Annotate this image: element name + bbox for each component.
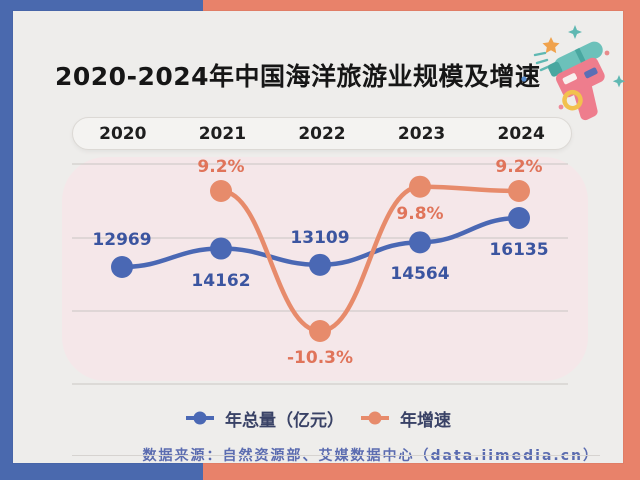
series0-label-2022: 13109 — [290, 227, 350, 248]
series1-label-2021: 9.2% — [197, 157, 245, 177]
legend-marker-growth-icon — [361, 411, 389, 425]
sparkle-icon — [612, 75, 626, 88]
dot-decor — [558, 104, 564, 110]
series1-dot-2024 — [508, 180, 530, 202]
series0-dot-2022 — [309, 253, 331, 276]
year-axis: 2020 2021 2022 2023 2024 — [72, 117, 572, 150]
legend-label-growth: 年增速 — [400, 410, 451, 431]
year-label-2022: 2022 — [298, 123, 346, 144]
series0-label-2020: 12969 — [92, 230, 152, 250]
year-label-2024: 2024 — [497, 123, 545, 144]
series1-label-2023: 9.8% — [396, 203, 444, 224]
year-label-2023: 2023 — [397, 123, 446, 144]
water-gun-icon — [521, 25, 626, 121]
dot-decor — [521, 76, 527, 82]
sparkle-icon — [568, 25, 582, 39]
chart-title: 2020-2024年中国海洋旅游业规模及增速 — [55, 62, 541, 91]
year-label-2020: 2020 — [99, 123, 147, 144]
series0-label-2021: 14162 — [191, 270, 251, 291]
series0-label-2024: 16135 — [489, 240, 549, 260]
line-chart — [72, 163, 568, 385]
series0-dot-2020 — [111, 256, 133, 278]
series0-dot-2023 — [409, 231, 431, 254]
data-source: 数据来源：自然资源部、艾媒数据中心（data.iimedia.cn） — [142, 448, 599, 464]
legend-label-total: 年总量（亿元） — [225, 410, 344, 431]
series0-dot-2024 — [508, 207, 530, 229]
series1-dot-2022 — [309, 320, 331, 343]
bottom-divider — [72, 455, 600, 456]
legend-item-total: 年总量（亿元） — [185, 406, 344, 431]
series-line-1 — [220, 184, 520, 334]
series1-dot-2023 — [409, 175, 431, 198]
series1-label-2024: 9.2% — [495, 157, 543, 177]
series1-label-2022: -10.3% — [286, 348, 354, 368]
series0-dot-2021 — [210, 237, 232, 260]
series0-label-2023: 14564 — [390, 264, 450, 285]
legend-item-growth: 年增速 — [360, 406, 451, 431]
series1-dot-2021 — [210, 180, 232, 202]
water-gun-body — [547, 41, 605, 121]
dot-decor — [604, 50, 610, 56]
legend-marker-total-icon — [186, 411, 214, 425]
year-label-2021: 2021 — [198, 123, 247, 144]
legend: 年总量（亿元） 年增速 — [13, 406, 623, 431]
infographic-card: 2020-2024年中国海洋旅游业规模及增速 2020 2021 20 — [13, 11, 626, 464]
star-icon — [542, 37, 560, 54]
